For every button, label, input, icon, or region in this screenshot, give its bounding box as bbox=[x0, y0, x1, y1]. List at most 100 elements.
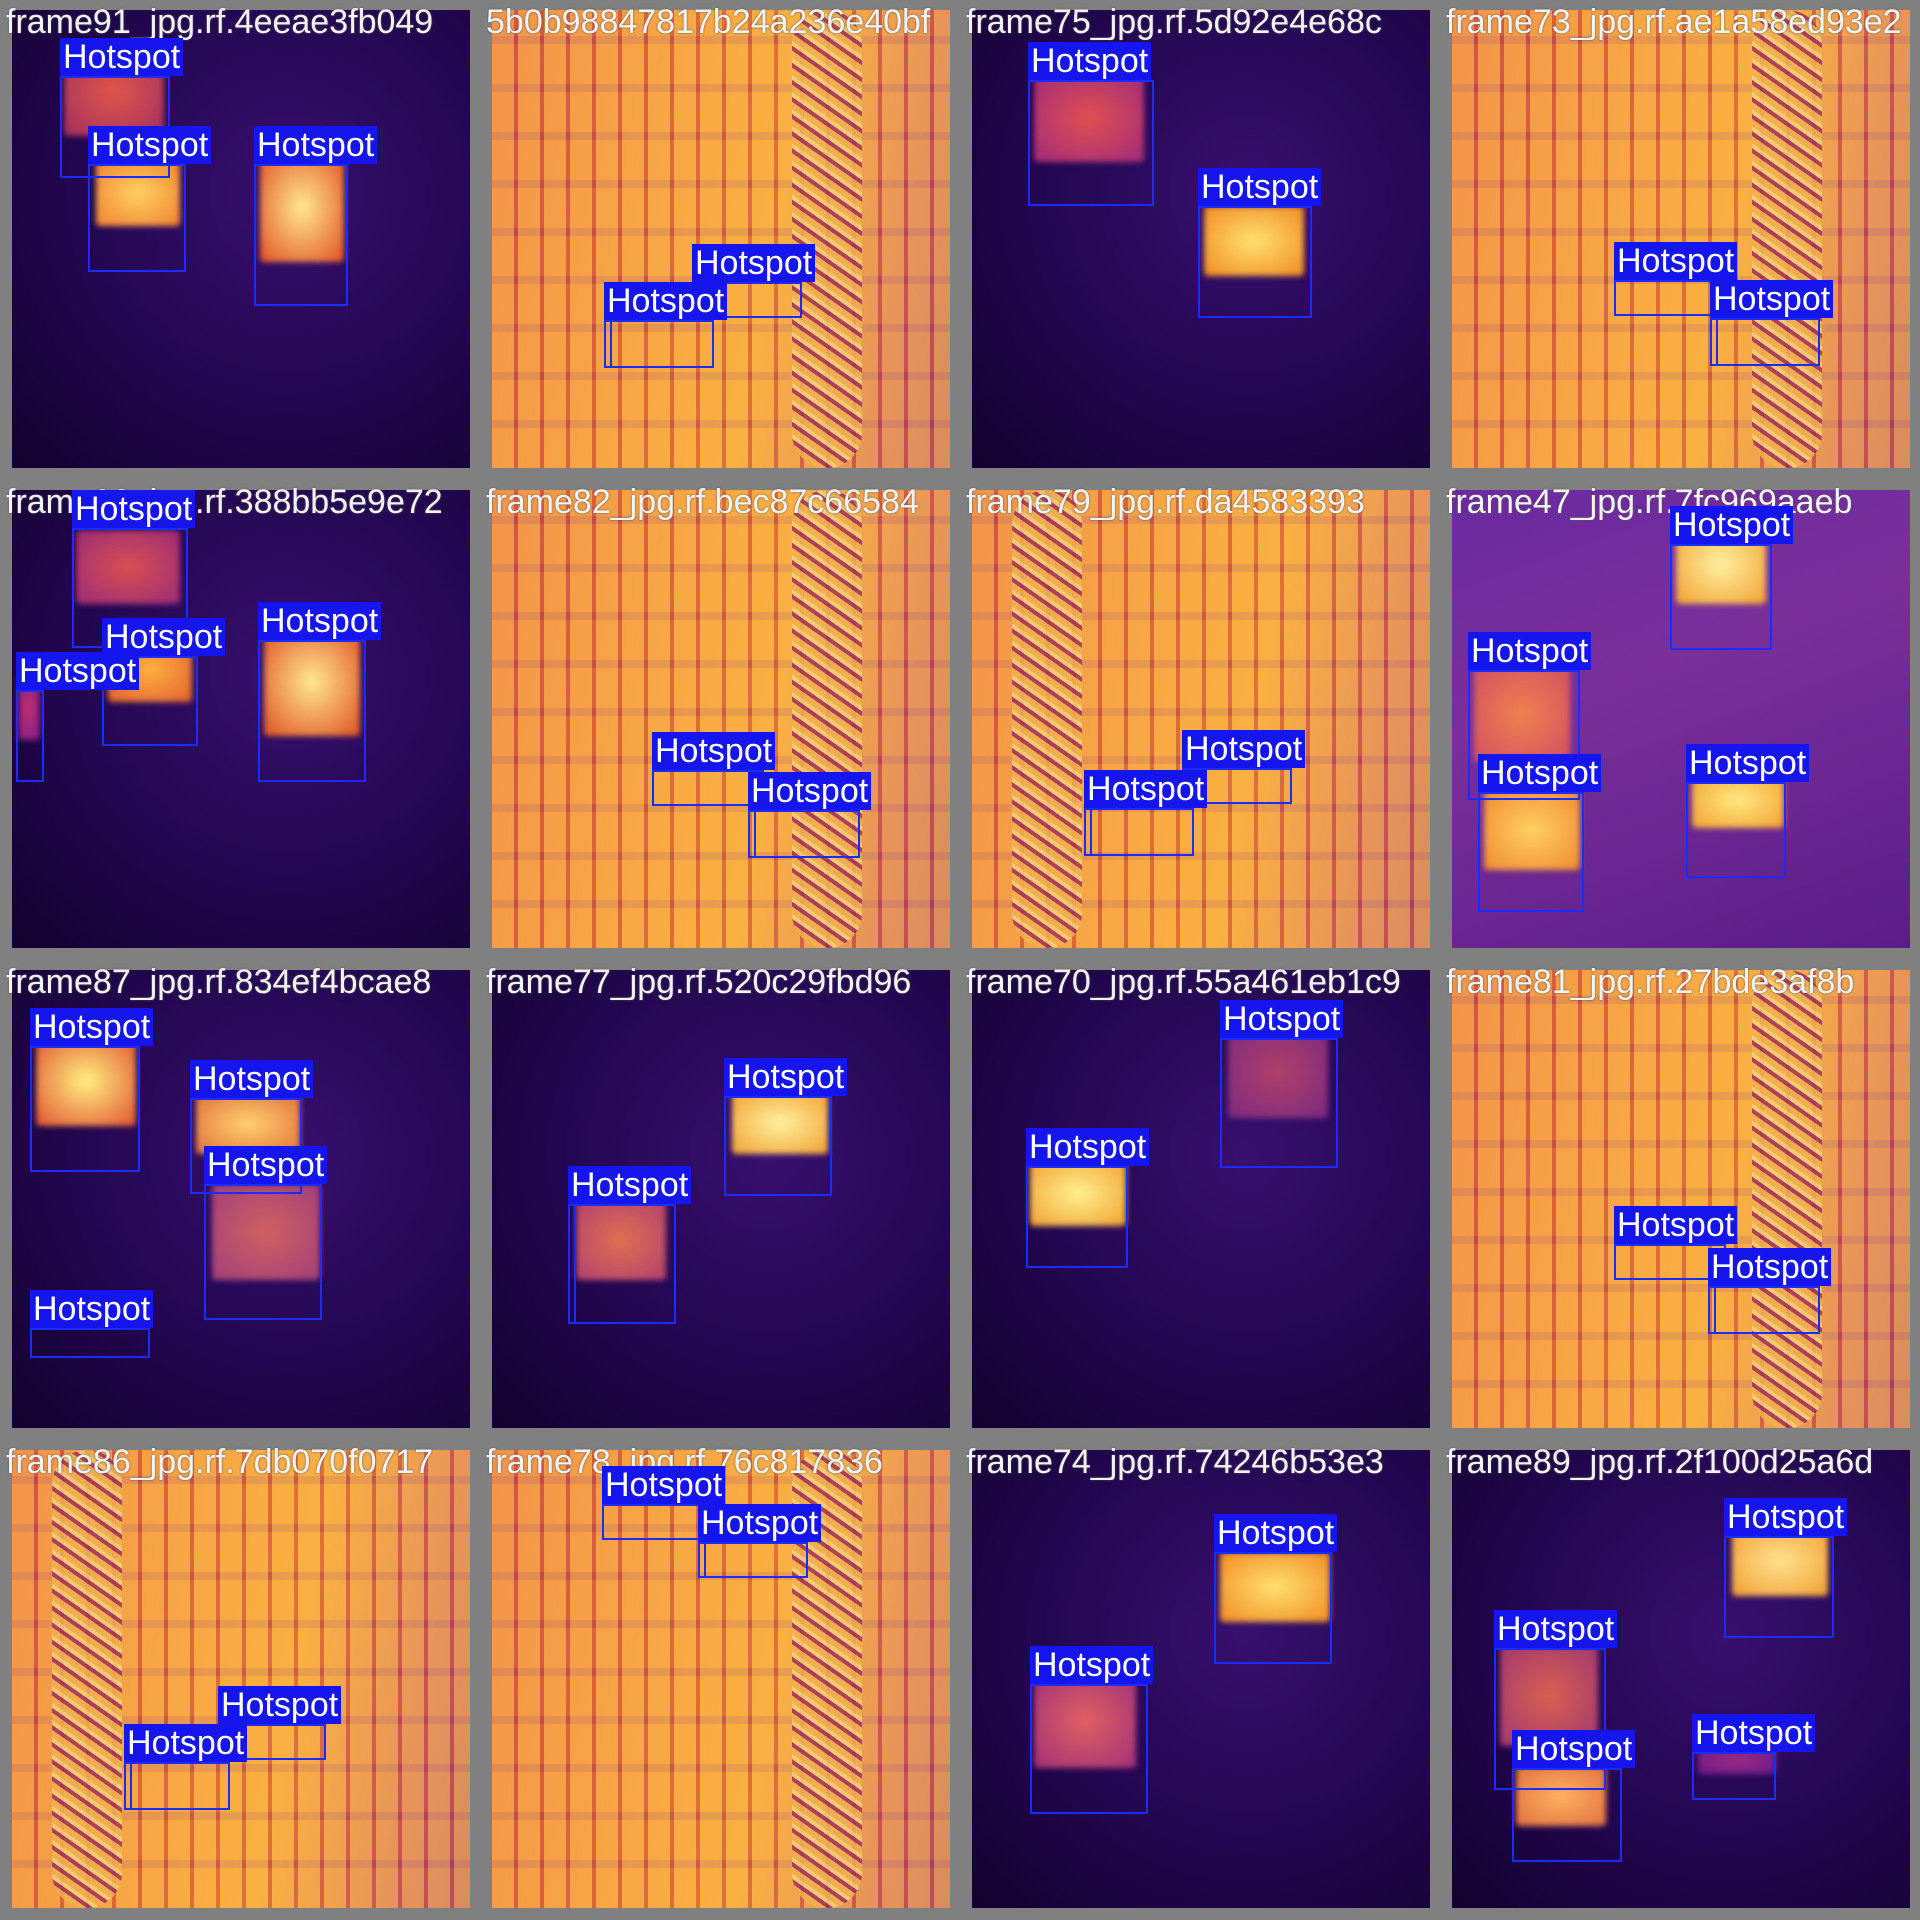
image-filename: frame91_jpg.rf.4eeae3fb049 bbox=[6, 3, 434, 41]
class-label: Hotspot bbox=[1214, 1514, 1338, 1552]
thermal-image bbox=[972, 1450, 1430, 1908]
hot-panel bbox=[576, 1200, 666, 1280]
class-label: Hotspot bbox=[60, 38, 184, 76]
hot-panel bbox=[1034, 74, 1144, 162]
bounding-box bbox=[1724, 1536, 1834, 1638]
class-label: Hotspot bbox=[254, 126, 378, 164]
class-label: Hotspot bbox=[1182, 730, 1306, 768]
bounding-box bbox=[1084, 808, 1092, 856]
bounding-box bbox=[16, 690, 44, 782]
class-label: Hotspot bbox=[190, 1060, 314, 1098]
thermal-image bbox=[972, 970, 1430, 1428]
bounding-box bbox=[1468, 670, 1580, 800]
image-filename: frame70_jpg.rf.55a461eb1c9 bbox=[966, 963, 1401, 1001]
bounding-box bbox=[1198, 206, 1312, 318]
class-label: Hotspot bbox=[698, 1504, 822, 1542]
roof-edge bbox=[1012, 490, 1082, 948]
class-label: Hotspot bbox=[1084, 770, 1208, 808]
class-label: Hotspot bbox=[30, 1290, 154, 1328]
bounding-box bbox=[748, 810, 860, 858]
image-filename: frame74_jpg.rf.74246b53e3 bbox=[966, 1443, 1384, 1481]
class-label: Hotspot bbox=[124, 1724, 248, 1762]
class-label: Hotspot bbox=[1468, 632, 1592, 670]
roof-edge bbox=[792, 10, 862, 468]
image-filename: frame81_jpg.rf.27bde3af8b bbox=[1446, 963, 1855, 1001]
thermal-image bbox=[492, 490, 950, 948]
hot-panel bbox=[732, 1092, 828, 1154]
bounding-box bbox=[568, 1204, 676, 1324]
class-label: Hotspot bbox=[30, 1008, 154, 1046]
bounding-box bbox=[102, 656, 198, 746]
class-label: Hotspot bbox=[16, 652, 140, 690]
class-label: Hotspot bbox=[1724, 1498, 1848, 1536]
bounding-box bbox=[604, 320, 714, 368]
hot-panel bbox=[18, 676, 40, 740]
mosaic-tile: frame74_jpg.rf.74246b53e3 Hotspot Hotspot bbox=[962, 1442, 1442, 1920]
thermal-image bbox=[1452, 970, 1910, 1428]
class-label: Hotspot bbox=[602, 1466, 726, 1504]
class-label: Hotspot bbox=[724, 1058, 848, 1096]
bounding-box bbox=[1692, 1752, 1776, 1800]
bounding-box bbox=[124, 1762, 132, 1810]
thermal-image bbox=[12, 1450, 470, 1908]
mosaic-tile: frame73_jpg.rf.ae1a58ed93e2 Hotspot Hotspo… bbox=[1442, 2, 1920, 482]
thermal-image bbox=[972, 10, 1430, 468]
class-label: Hotspot bbox=[1478, 754, 1602, 792]
bounding-box bbox=[254, 164, 348, 306]
mosaic-tile: frame79_jpg.rf.da4583393HotspotHotspotHo… bbox=[962, 482, 1442, 962]
image-filename: frame89_jpg.rf.2f100d25a6d bbox=[1446, 1443, 1874, 1481]
mosaic-tile: frame86_jpg.rf.7db070f0717 Hotspot Hotspot… bbox=[2, 1442, 482, 1920]
thermal-image bbox=[972, 490, 1430, 948]
class-label: Hotspot bbox=[652, 732, 776, 770]
class-label: Hotspot bbox=[1614, 242, 1738, 280]
hot-panel bbox=[260, 152, 344, 262]
class-label: Hotspot bbox=[72, 490, 196, 528]
class-label: Hotspot bbox=[1198, 168, 1322, 206]
bounding-box bbox=[698, 1542, 706, 1578]
bounding-box bbox=[1708, 1286, 1820, 1334]
bounding-box bbox=[88, 164, 186, 272]
hot-panel bbox=[1034, 1674, 1136, 1768]
bounding-box bbox=[1512, 1768, 1622, 1862]
hot-panel bbox=[1220, 1552, 1330, 1622]
mosaic-tile: frame47_jpg.rf.7fc969aaeb Hotspot Hotspot H… bbox=[1442, 482, 1920, 962]
bounding-box bbox=[1030, 1684, 1148, 1814]
hot-panel bbox=[36, 1036, 136, 1126]
bounding-box bbox=[1686, 782, 1786, 878]
class-label: Hotspot bbox=[1026, 1128, 1150, 1166]
bounding-box bbox=[1670, 544, 1772, 650]
class-label: Hotspot bbox=[1494, 1610, 1618, 1648]
class-label: Hotspot bbox=[102, 618, 226, 656]
image-filename: frame77_jpg.rf.520c29fbd96 bbox=[486, 963, 912, 1001]
mosaic-tile: frame81_jpg.rf.27bde3af8bHotspotHotspotH… bbox=[1442, 962, 1920, 1442]
roof-edge bbox=[1752, 970, 1822, 1428]
thermal-image bbox=[492, 970, 950, 1428]
image-filename: frame73_jpg.rf.ae1a58ed93e2 bbox=[1446, 3, 1902, 41]
thermal-image bbox=[12, 490, 470, 948]
class-label: Hotspot bbox=[218, 1686, 342, 1724]
mosaic-tile: frame75_jpg.rf.5d92e4e68c Hotspot Hotspot bbox=[962, 2, 1442, 482]
bounding-box bbox=[748, 810, 756, 858]
bounding-box bbox=[1028, 80, 1154, 206]
hot-panel bbox=[1030, 1160, 1126, 1226]
bounding-box bbox=[698, 1542, 808, 1578]
hot-panel bbox=[1500, 1646, 1598, 1746]
thermal-image bbox=[492, 10, 950, 468]
bounding-box bbox=[604, 320, 612, 368]
roof-edge bbox=[1752, 10, 1822, 468]
bounding-box bbox=[568, 1204, 576, 1324]
image-filename: frame87_jpg.rf.834ef4bcae8 bbox=[6, 963, 432, 1001]
hot-panel bbox=[264, 628, 360, 736]
bounding-box bbox=[1214, 1552, 1332, 1664]
hot-panel bbox=[196, 1094, 300, 1154]
hot-panel bbox=[96, 160, 180, 226]
bounding-box bbox=[258, 640, 366, 782]
bounding-box bbox=[124, 1762, 230, 1810]
image-filename: frame82_jpg.rf.bec87c66584 bbox=[486, 483, 919, 521]
bounding-box bbox=[1494, 1648, 1606, 1790]
class-label: Hotspot bbox=[692, 244, 816, 282]
thermal-image bbox=[1452, 490, 1910, 948]
class-label: Hotspot bbox=[1708, 1248, 1832, 1286]
bounding-box bbox=[1708, 1286, 1716, 1334]
